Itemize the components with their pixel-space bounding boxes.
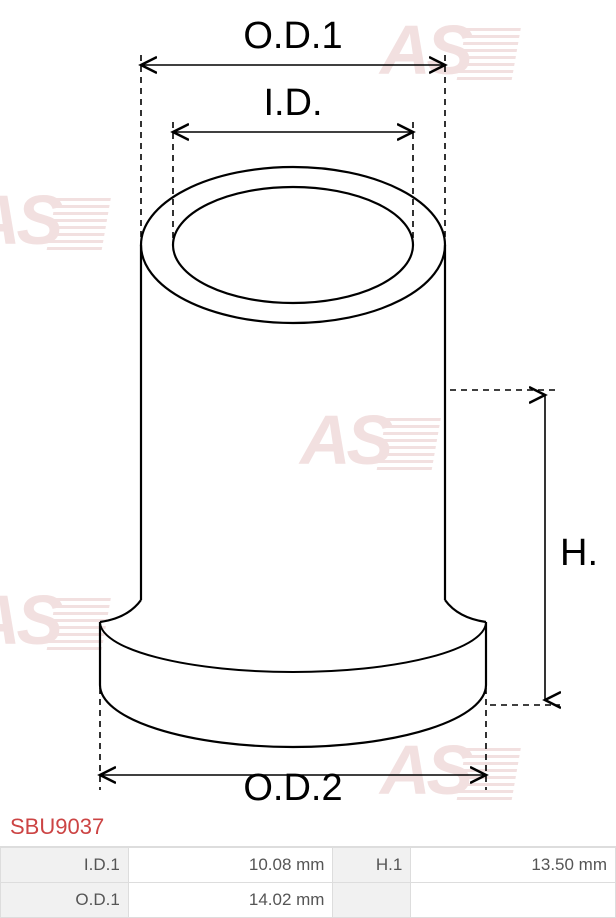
label-od2: O.D.2: [243, 767, 342, 809]
table-row: O.D.1 14.02 mm: [1, 883, 616, 918]
label-id: I.D.: [263, 82, 322, 124]
spec-key: [333, 883, 411, 918]
spec-key: H.1: [333, 848, 411, 883]
spec-value: 13.50 mm: [411, 848, 616, 883]
part-number: SBU9037: [0, 810, 616, 847]
spec-value: [411, 883, 616, 918]
spec-value: 14.02 mm: [128, 883, 333, 918]
spec-key: I.D.1: [1, 848, 129, 883]
label-h: H.: [560, 532, 598, 574]
diagram-container: AS AS AS AS AS: [0, 0, 616, 810]
spec-value: 10.08 mm: [128, 848, 333, 883]
label-od1: O.D.1: [243, 15, 342, 57]
spec-key: O.D.1: [1, 883, 129, 918]
table-row: I.D.1 10.08 mm H.1 13.50 mm: [1, 848, 616, 883]
spec-table: I.D.1 10.08 mm H.1 13.50 mm O.D.1 14.02 …: [0, 847, 616, 918]
bushing-diagram: O.D.1 I.D. O.D.2 H.: [0, 0, 616, 810]
